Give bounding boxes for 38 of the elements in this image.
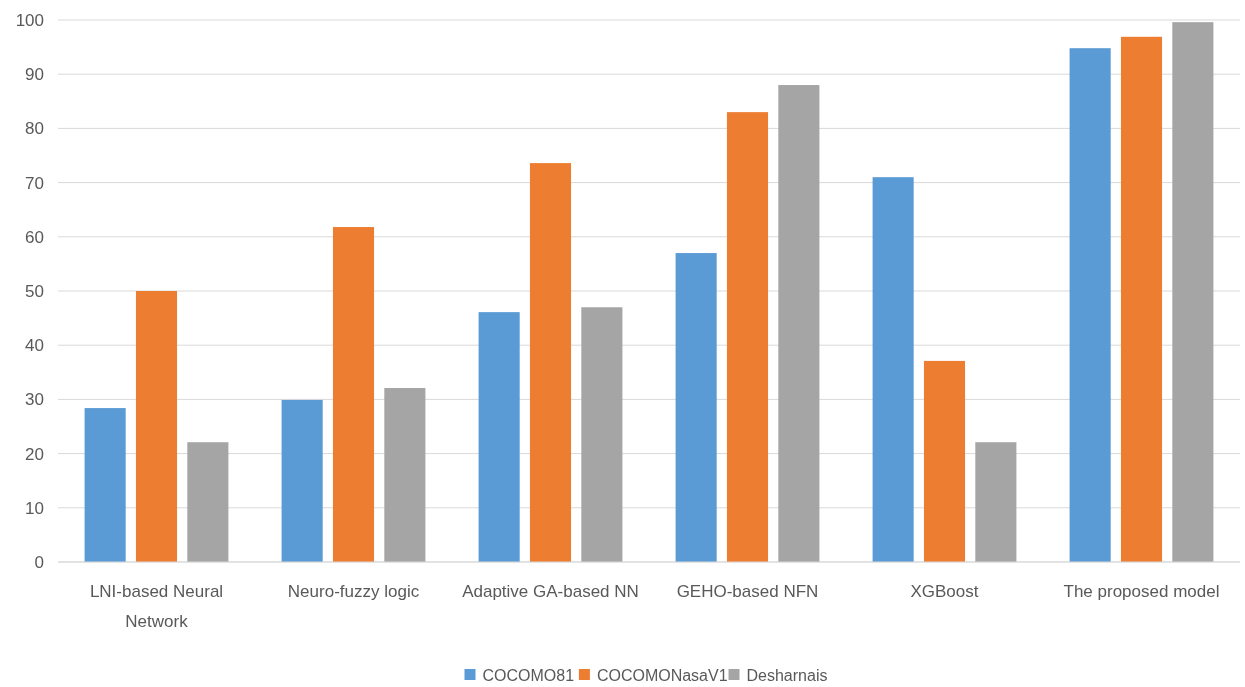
bar	[581, 307, 623, 562]
bar	[529, 163, 572, 562]
bar	[135, 291, 178, 562]
x-tick-label: Adaptive GA-based NN	[462, 582, 639, 601]
bar	[1172, 22, 1214, 562]
legend-label: COCOMO81	[482, 666, 575, 684]
x-tick-label: GEHO-based NFN	[676, 582, 819, 601]
bar	[923, 360, 966, 562]
x-tick-label: The proposed model	[1063, 582, 1220, 601]
bar	[84, 408, 126, 562]
bar	[281, 399, 323, 562]
bar	[332, 227, 375, 562]
legend-label: COCOMONasaV1	[596, 666, 728, 684]
bar	[778, 85, 820, 562]
bar	[726, 112, 769, 562]
y-tick-label: 20	[25, 444, 44, 464]
bar	[872, 177, 914, 562]
y-tick-label: 80	[25, 119, 44, 139]
x-tick-label: LNI-based Neural Network	[89, 582, 224, 631]
bar	[1069, 48, 1111, 562]
bar	[187, 442, 229, 562]
x-tick-label: XGBoost	[910, 582, 979, 601]
bar	[384, 388, 426, 562]
y-tick-label: 0	[34, 552, 44, 572]
bar	[478, 312, 520, 562]
y-tick-label: 60	[25, 227, 44, 247]
y-tick-label: 70	[25, 173, 44, 193]
y-tick-label: 90	[25, 65, 44, 85]
bar	[975, 442, 1017, 562]
x-tick-label: Neuro-fuzzy logic	[287, 582, 420, 601]
y-tick-label: 10	[25, 498, 44, 518]
bar	[1120, 36, 1163, 562]
y-tick-label: 30	[25, 390, 44, 410]
y-tick-label: 40	[25, 336, 44, 356]
bar	[675, 253, 717, 562]
y-tick-label: 100	[15, 10, 44, 30]
y-tick-label: 50	[25, 281, 44, 301]
legend-label: Desharnais	[746, 666, 828, 684]
